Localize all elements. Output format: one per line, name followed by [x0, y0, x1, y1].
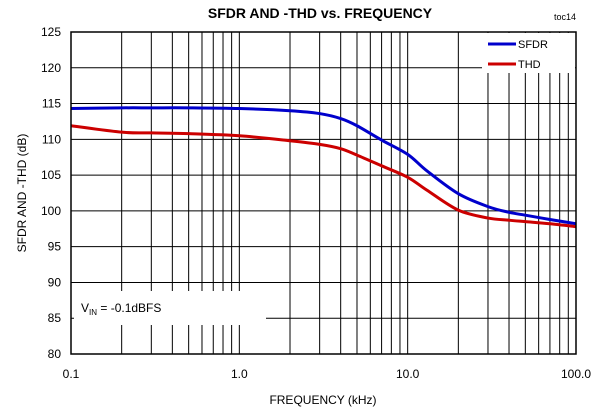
legend: SFDR THD [482, 33, 575, 73]
series-line-thd [70, 124, 577, 229]
plot-frame [70, 31, 577, 355]
x-tick-label: 10.0 [396, 367, 420, 381]
x-tick-label: 1.0 [231, 367, 248, 381]
annotation-prefix: V [81, 301, 89, 315]
y-axis-label: SFDR AND -THD (dB) [15, 134, 29, 253]
y-tick-label: 120 [41, 61, 61, 75]
y-tick-label: 115 [42, 97, 61, 111]
x-tick-label: 0.1 [63, 367, 80, 381]
chart-tag: toc14 [554, 12, 576, 22]
y-tick-label: 80 [48, 347, 62, 361]
legend-label-sfdr: SFDR [518, 39, 548, 51]
y-tick-label: 85 [48, 311, 62, 325]
series-line-sfdr [70, 106, 577, 226]
series-group [70, 106, 577, 229]
y-tick-label: 105 [41, 168, 61, 182]
annotation-subscript: IN [89, 308, 97, 317]
annotation-value: = -0.1dBFS [97, 301, 161, 315]
x-tick-labels: 0.1 1.0 10.0 100.0 [63, 367, 592, 381]
x-tick-label: 100.0 [561, 367, 591, 381]
chart-title: SFDR AND -THD vs. FREQUENCY [208, 5, 433, 21]
y-tick-label: 90 [48, 275, 62, 289]
y-tick-label: 110 [42, 132, 61, 146]
legend-background [482, 33, 575, 73]
annotation-box: VIN = -0.1dBFS [74, 291, 266, 325]
y-tick-labels: 80 85 90 95 100 105 110 115 120 125 [41, 25, 61, 361]
y-tick-label: 125 [41, 25, 61, 39]
x-axis-label: FREQUENCY (kHz) [269, 393, 376, 407]
annotation-background [74, 291, 266, 325]
legend-label-thd: THD [518, 59, 541, 71]
annotation-text: VIN = -0.1dBFS [81, 301, 161, 317]
y-tick-label: 95 [48, 240, 62, 254]
y-tick-label: 100 [41, 204, 61, 218]
